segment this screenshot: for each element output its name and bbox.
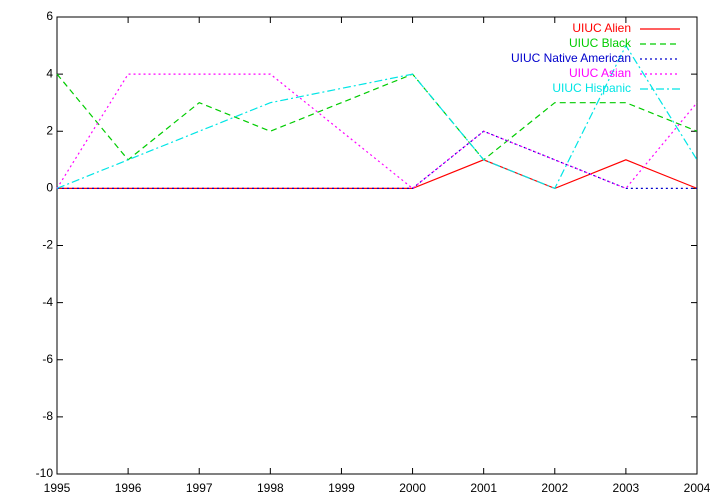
series-line xyxy=(56,44,698,190)
series-line xyxy=(57,159,698,190)
y-tick-label: -8 xyxy=(42,409,53,423)
y-tick-label: 6 xyxy=(46,9,53,23)
x-tick-label: 2000 xyxy=(399,481,426,495)
x-tick-label: 1996 xyxy=(115,481,142,495)
x-tick-label: 2002 xyxy=(541,481,568,495)
x-tick-label: 1997 xyxy=(186,481,213,495)
legend-label: UIUC Alien xyxy=(572,21,631,35)
y-tick-label: -6 xyxy=(42,352,53,366)
y-tick-label: -4 xyxy=(42,295,53,309)
y-tick-label: 2 xyxy=(46,123,53,137)
legend-label: UIUC Asian xyxy=(569,66,631,80)
x-tick-label: 2003 xyxy=(613,481,640,495)
legend-label: UIUC Black xyxy=(569,36,632,50)
y-tick-label: -10 xyxy=(36,466,54,480)
y-tick-label: 0 xyxy=(46,181,53,195)
x-tick-label: 2001 xyxy=(470,481,497,495)
y-tick-label: 4 xyxy=(46,66,53,80)
series-line xyxy=(56,73,698,190)
y-tick-label: -2 xyxy=(42,238,53,252)
x-tick-label: 2004 xyxy=(684,481,711,495)
legend-label: UIUC Native American xyxy=(511,51,631,65)
legend-label: UIUC Hispanic xyxy=(552,81,631,95)
x-tick-label: 1998 xyxy=(257,481,284,495)
series-line xyxy=(56,73,698,161)
x-tick-label: 1995 xyxy=(44,481,71,495)
x-tick-label: 1999 xyxy=(328,481,355,495)
